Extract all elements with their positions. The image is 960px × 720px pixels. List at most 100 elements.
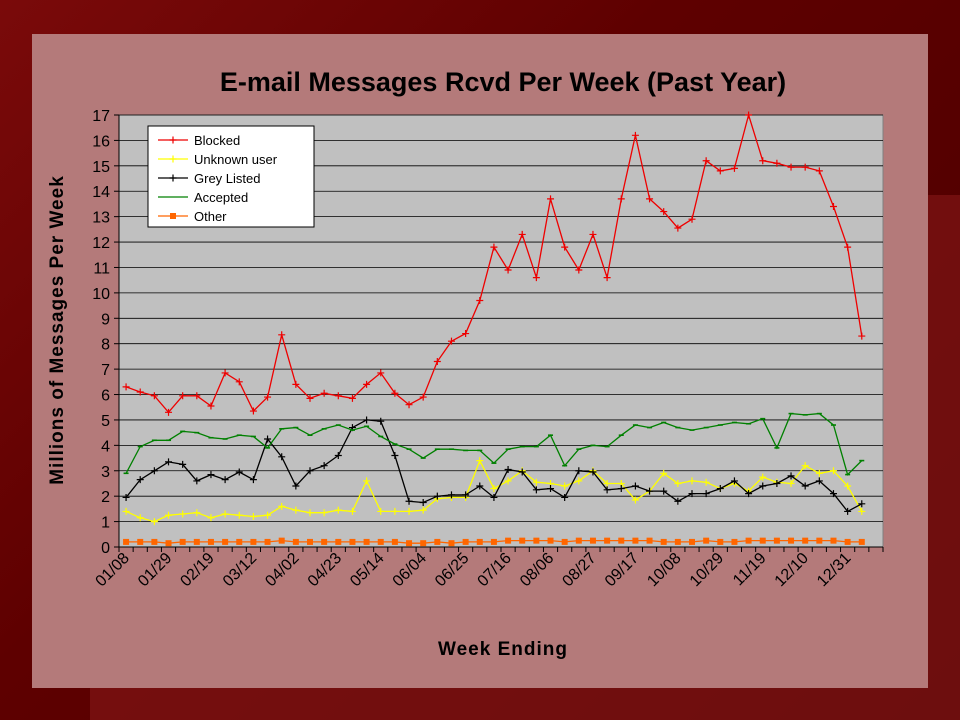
data-point-blocked [447, 337, 455, 345]
data-point-blocked [745, 111, 753, 119]
data-point-other [123, 538, 130, 545]
data-point-other [759, 537, 766, 544]
data-point-grey-listed [405, 497, 413, 505]
data-point-blocked [815, 167, 823, 175]
data-point-grey-listed [858, 500, 866, 508]
data-point-unknown-user [787, 479, 795, 487]
data-point-unknown-user [391, 507, 399, 515]
x-tick-label: 02/19 [177, 550, 217, 590]
data-point-unknown-user [829, 467, 837, 475]
data-point-unknown-user [603, 479, 611, 487]
data-point-other [292, 538, 299, 545]
data-point-blocked [730, 164, 738, 172]
data-point-other [179, 538, 186, 545]
data-point-blocked [575, 266, 583, 274]
data-point-blocked [844, 243, 852, 251]
data-point-grey-listed [504, 465, 512, 473]
data-point-grey-listed [306, 467, 314, 475]
data-point-grey-listed [207, 471, 215, 479]
legend-label-grey-listed: Grey Listed [194, 171, 260, 186]
data-point-unknown-user [504, 477, 512, 485]
data-point-grey-listed [631, 482, 639, 490]
y-tick-label: 10 [92, 286, 110, 303]
x-tick-label: 01/29 [135, 550, 175, 590]
data-point-grey-listed [221, 476, 229, 484]
data-point-unknown-user [490, 485, 498, 493]
y-tick-label: 12 [92, 235, 110, 252]
data-point-blocked [660, 208, 668, 216]
data-point-blocked [391, 389, 399, 397]
y-tick-label: 6 [101, 388, 110, 405]
data-point-other [689, 538, 695, 545]
data-point-unknown-user [348, 507, 356, 515]
data-point-unknown-user [363, 477, 371, 485]
data-point-other [632, 537, 639, 544]
data-point-blocked [193, 392, 201, 400]
data-point-grey-listed [235, 468, 243, 476]
legend-label-unknown-user: Unknown user [194, 152, 278, 167]
data-point-grey-listed [476, 482, 484, 490]
data-point-grey-listed [490, 493, 498, 501]
legend-label-other: Other [194, 209, 227, 224]
data-point-blocked [646, 195, 654, 203]
data-point-blocked [348, 394, 356, 402]
data-point-other [731, 538, 738, 545]
data-point-grey-listed [363, 416, 371, 424]
y-tick-label: 8 [101, 337, 110, 354]
data-point-unknown-user [306, 509, 314, 517]
data-point-blocked [264, 393, 272, 401]
data-point-other [816, 537, 823, 544]
data-point-other [476, 538, 483, 545]
y-tick-label: 7 [101, 362, 110, 379]
data-point-grey-listed [844, 507, 852, 515]
data-point-grey-listed [674, 497, 682, 505]
data-point-blocked [221, 369, 229, 377]
data-point-unknown-user [377, 507, 385, 515]
data-point-unknown-user [476, 457, 484, 465]
data-point-grey-listed [150, 467, 158, 475]
y-axis-title: Millions of Messages Per Week [47, 175, 68, 485]
data-point-grey-listed [532, 486, 540, 494]
data-point-unknown-user [759, 473, 767, 481]
data-point-grey-listed [702, 490, 710, 498]
data-point-blocked [702, 157, 710, 165]
data-point-grey-listed [773, 479, 781, 487]
data-point-grey-listed [320, 462, 328, 470]
data-point-unknown-user [193, 509, 201, 517]
data-point-unknown-user [801, 462, 809, 470]
data-point-grey-listed [179, 460, 187, 468]
data-point-grey-listed [745, 490, 753, 498]
data-point-blocked [334, 392, 342, 400]
data-point-other [406, 540, 413, 547]
data-point-grey-listed [730, 477, 738, 485]
data-point-blocked [617, 195, 625, 203]
data-point-other [349, 538, 356, 545]
y-tick-label: 0 [101, 540, 110, 557]
legend-marker-other [170, 213, 176, 219]
data-point-other [646, 537, 653, 544]
data-point-grey-listed [575, 467, 583, 475]
data-point-other [335, 538, 342, 545]
y-tick-label: 16 [92, 133, 110, 150]
data-point-blocked [787, 163, 795, 171]
data-point-blocked [688, 215, 696, 223]
y-tick-label: 11 [93, 260, 110, 277]
y-tick-label: 13 [92, 210, 110, 227]
data-point-grey-listed [447, 491, 455, 499]
data-point-other [448, 540, 455, 547]
data-point-unknown-user [221, 510, 229, 518]
data-point-unknown-user [702, 478, 710, 486]
x-tick-label: 08/06 [517, 550, 557, 590]
data-point-unknown-user [278, 502, 286, 510]
data-point-blocked [433, 357, 441, 365]
data-point-blocked [306, 394, 314, 402]
data-point-grey-listed [136, 476, 144, 484]
data-point-grey-listed [603, 486, 611, 494]
data-point-blocked [462, 330, 470, 338]
data-point-blocked [136, 388, 144, 396]
data-point-grey-listed [815, 477, 823, 485]
data-point-unknown-user [419, 506, 427, 514]
data-point-other [434, 538, 441, 545]
data-point-blocked [561, 243, 569, 251]
